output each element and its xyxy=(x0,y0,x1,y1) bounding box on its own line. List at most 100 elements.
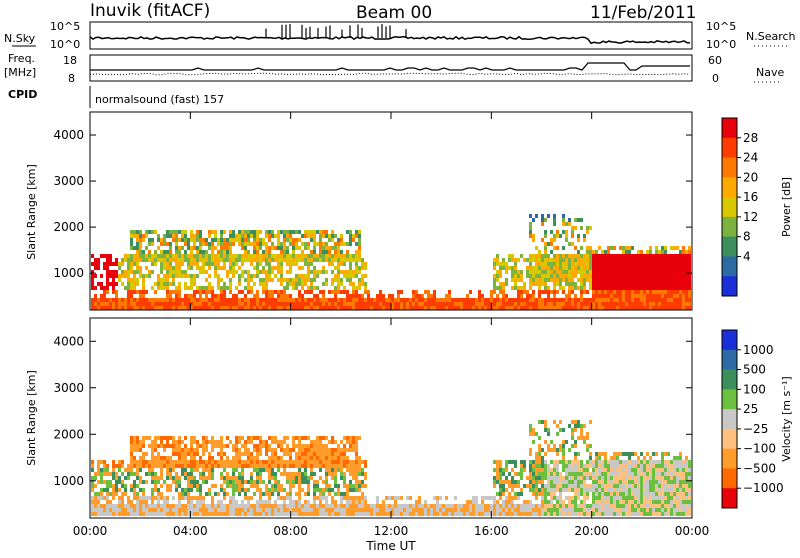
velocity-cell-1237 xyxy=(352,476,355,480)
power-cell-1413 xyxy=(487,306,490,310)
power-cell-877 xyxy=(283,286,286,290)
velocity-cell-2342 xyxy=(676,456,679,460)
power-cell-295 xyxy=(166,274,169,278)
power-cell-1162 xyxy=(343,290,346,294)
velocity-cell-1818 xyxy=(571,512,574,516)
power-cell-1926 xyxy=(604,258,607,262)
velocity-cell-835 xyxy=(274,448,277,452)
velocity-cell-1436 xyxy=(475,508,478,512)
velocity-cell-1120 xyxy=(328,508,331,512)
velocity-cell-579 xyxy=(220,488,223,492)
velocity-cell-360 xyxy=(175,480,178,484)
velocity-cell-241 xyxy=(151,472,154,476)
power-cell-484 xyxy=(202,302,205,306)
velocity-cell-2233 xyxy=(652,496,655,500)
power-cell-2131 xyxy=(643,294,646,298)
velocity-cell-269 xyxy=(157,452,160,456)
power-cell-633 xyxy=(232,306,235,310)
velocity-cell-1148 xyxy=(334,484,337,488)
velocity-cell-1590 xyxy=(529,504,532,508)
velocity-cell-133 xyxy=(127,512,130,516)
power-cell-2125 xyxy=(643,270,646,274)
velocity-cell-708 xyxy=(247,496,250,500)
power-cell-50 xyxy=(106,282,109,286)
power-cell-739 xyxy=(256,258,259,262)
power-cell-561 xyxy=(220,242,223,246)
power-cell-1441 xyxy=(499,262,502,266)
power-cell-1468 xyxy=(505,302,508,306)
power-cell-2262 xyxy=(670,270,673,274)
power-cell-630 xyxy=(232,294,235,298)
power-cell-1270 xyxy=(373,306,376,310)
velocity-cell-881 xyxy=(283,464,286,468)
power-cell-1101 xyxy=(331,262,334,266)
velocity-cell-75 xyxy=(112,468,115,472)
velocity-cell-1791 xyxy=(568,472,571,476)
velocity-cell-662 xyxy=(238,472,241,476)
velocity-cell-385 xyxy=(181,452,184,456)
velocity-cell-1308 xyxy=(376,496,379,500)
velocity-cell-134 xyxy=(130,436,133,440)
power-cell-1483 xyxy=(511,298,514,302)
velocity-cell-744 xyxy=(256,456,259,460)
power-cell-1782 xyxy=(574,282,577,286)
velocity-cell-945 xyxy=(295,504,298,508)
velocity-cell-1581 xyxy=(529,460,532,464)
velocity-cell-1319 xyxy=(382,512,385,516)
velocity-cell-1910 xyxy=(589,460,592,464)
power-cell-2026 xyxy=(622,294,625,298)
velocity-cell-275 xyxy=(157,488,160,492)
power-cell-1768 xyxy=(571,286,574,290)
velocity-cell-829 xyxy=(271,492,274,496)
velocity-cell-1035 xyxy=(313,480,316,484)
velocity-cell-287 xyxy=(160,464,163,468)
velocity-cell-476 xyxy=(196,512,199,516)
velocity-cell-706 xyxy=(247,480,250,484)
power-cell-1993 xyxy=(616,286,619,290)
velocity-cell-1228 xyxy=(349,512,352,516)
velocity-cell-614 xyxy=(229,480,232,484)
velocity-cell-1949 xyxy=(598,452,601,456)
power-cell-80 xyxy=(115,290,118,294)
velocity-cell-1654 xyxy=(541,500,544,504)
power-cell-1739 xyxy=(568,218,571,222)
power-cell-1534 xyxy=(529,222,532,226)
velocity-cell-2182 xyxy=(643,472,646,476)
power-cell-2181 xyxy=(655,250,658,254)
power-cell-2102 xyxy=(637,294,640,298)
power-cell-1837 xyxy=(586,250,589,254)
velocity-cell-1029 xyxy=(313,448,316,452)
velocity-cell-2388 xyxy=(685,460,688,464)
power-cell-2101 xyxy=(637,290,640,294)
power-cell-1664 xyxy=(553,254,556,258)
velocity-cell-1933 xyxy=(595,452,598,456)
power-cell-1001 xyxy=(310,234,313,238)
velocity-cell-135 xyxy=(130,440,133,444)
velocity-cell-1576 xyxy=(529,424,532,428)
velocity-cell-2239 xyxy=(655,460,658,464)
power-cell-2276 xyxy=(673,266,676,270)
velocity-cell-82 xyxy=(112,504,115,508)
velocity-cell-1271 xyxy=(358,484,361,488)
velocity-cell-1861 xyxy=(580,460,583,464)
velocity-cell-546 xyxy=(211,504,214,508)
power-cell-1788 xyxy=(577,218,580,222)
power-cell-1117 xyxy=(334,278,337,282)
velocity-cell-26 xyxy=(97,492,100,496)
power-cell-2160 xyxy=(649,286,652,290)
velocity-cell-1171 xyxy=(340,460,343,464)
power-cell-257 xyxy=(160,238,163,242)
power-cell-421 xyxy=(190,282,193,286)
velocity-cell-1520 xyxy=(508,504,511,508)
power-cell-1796 xyxy=(577,270,580,274)
power-cell-1204 xyxy=(352,294,355,298)
velocity-cell-2286 xyxy=(664,468,667,472)
velocity-cell-16 xyxy=(94,496,97,500)
power-cell-1803 xyxy=(580,226,583,230)
velocity-cell-1831 xyxy=(574,480,577,484)
velocity-cell-2216 xyxy=(649,488,652,492)
power-cell-5 xyxy=(91,282,94,286)
velocity-cell-325 xyxy=(169,436,172,440)
